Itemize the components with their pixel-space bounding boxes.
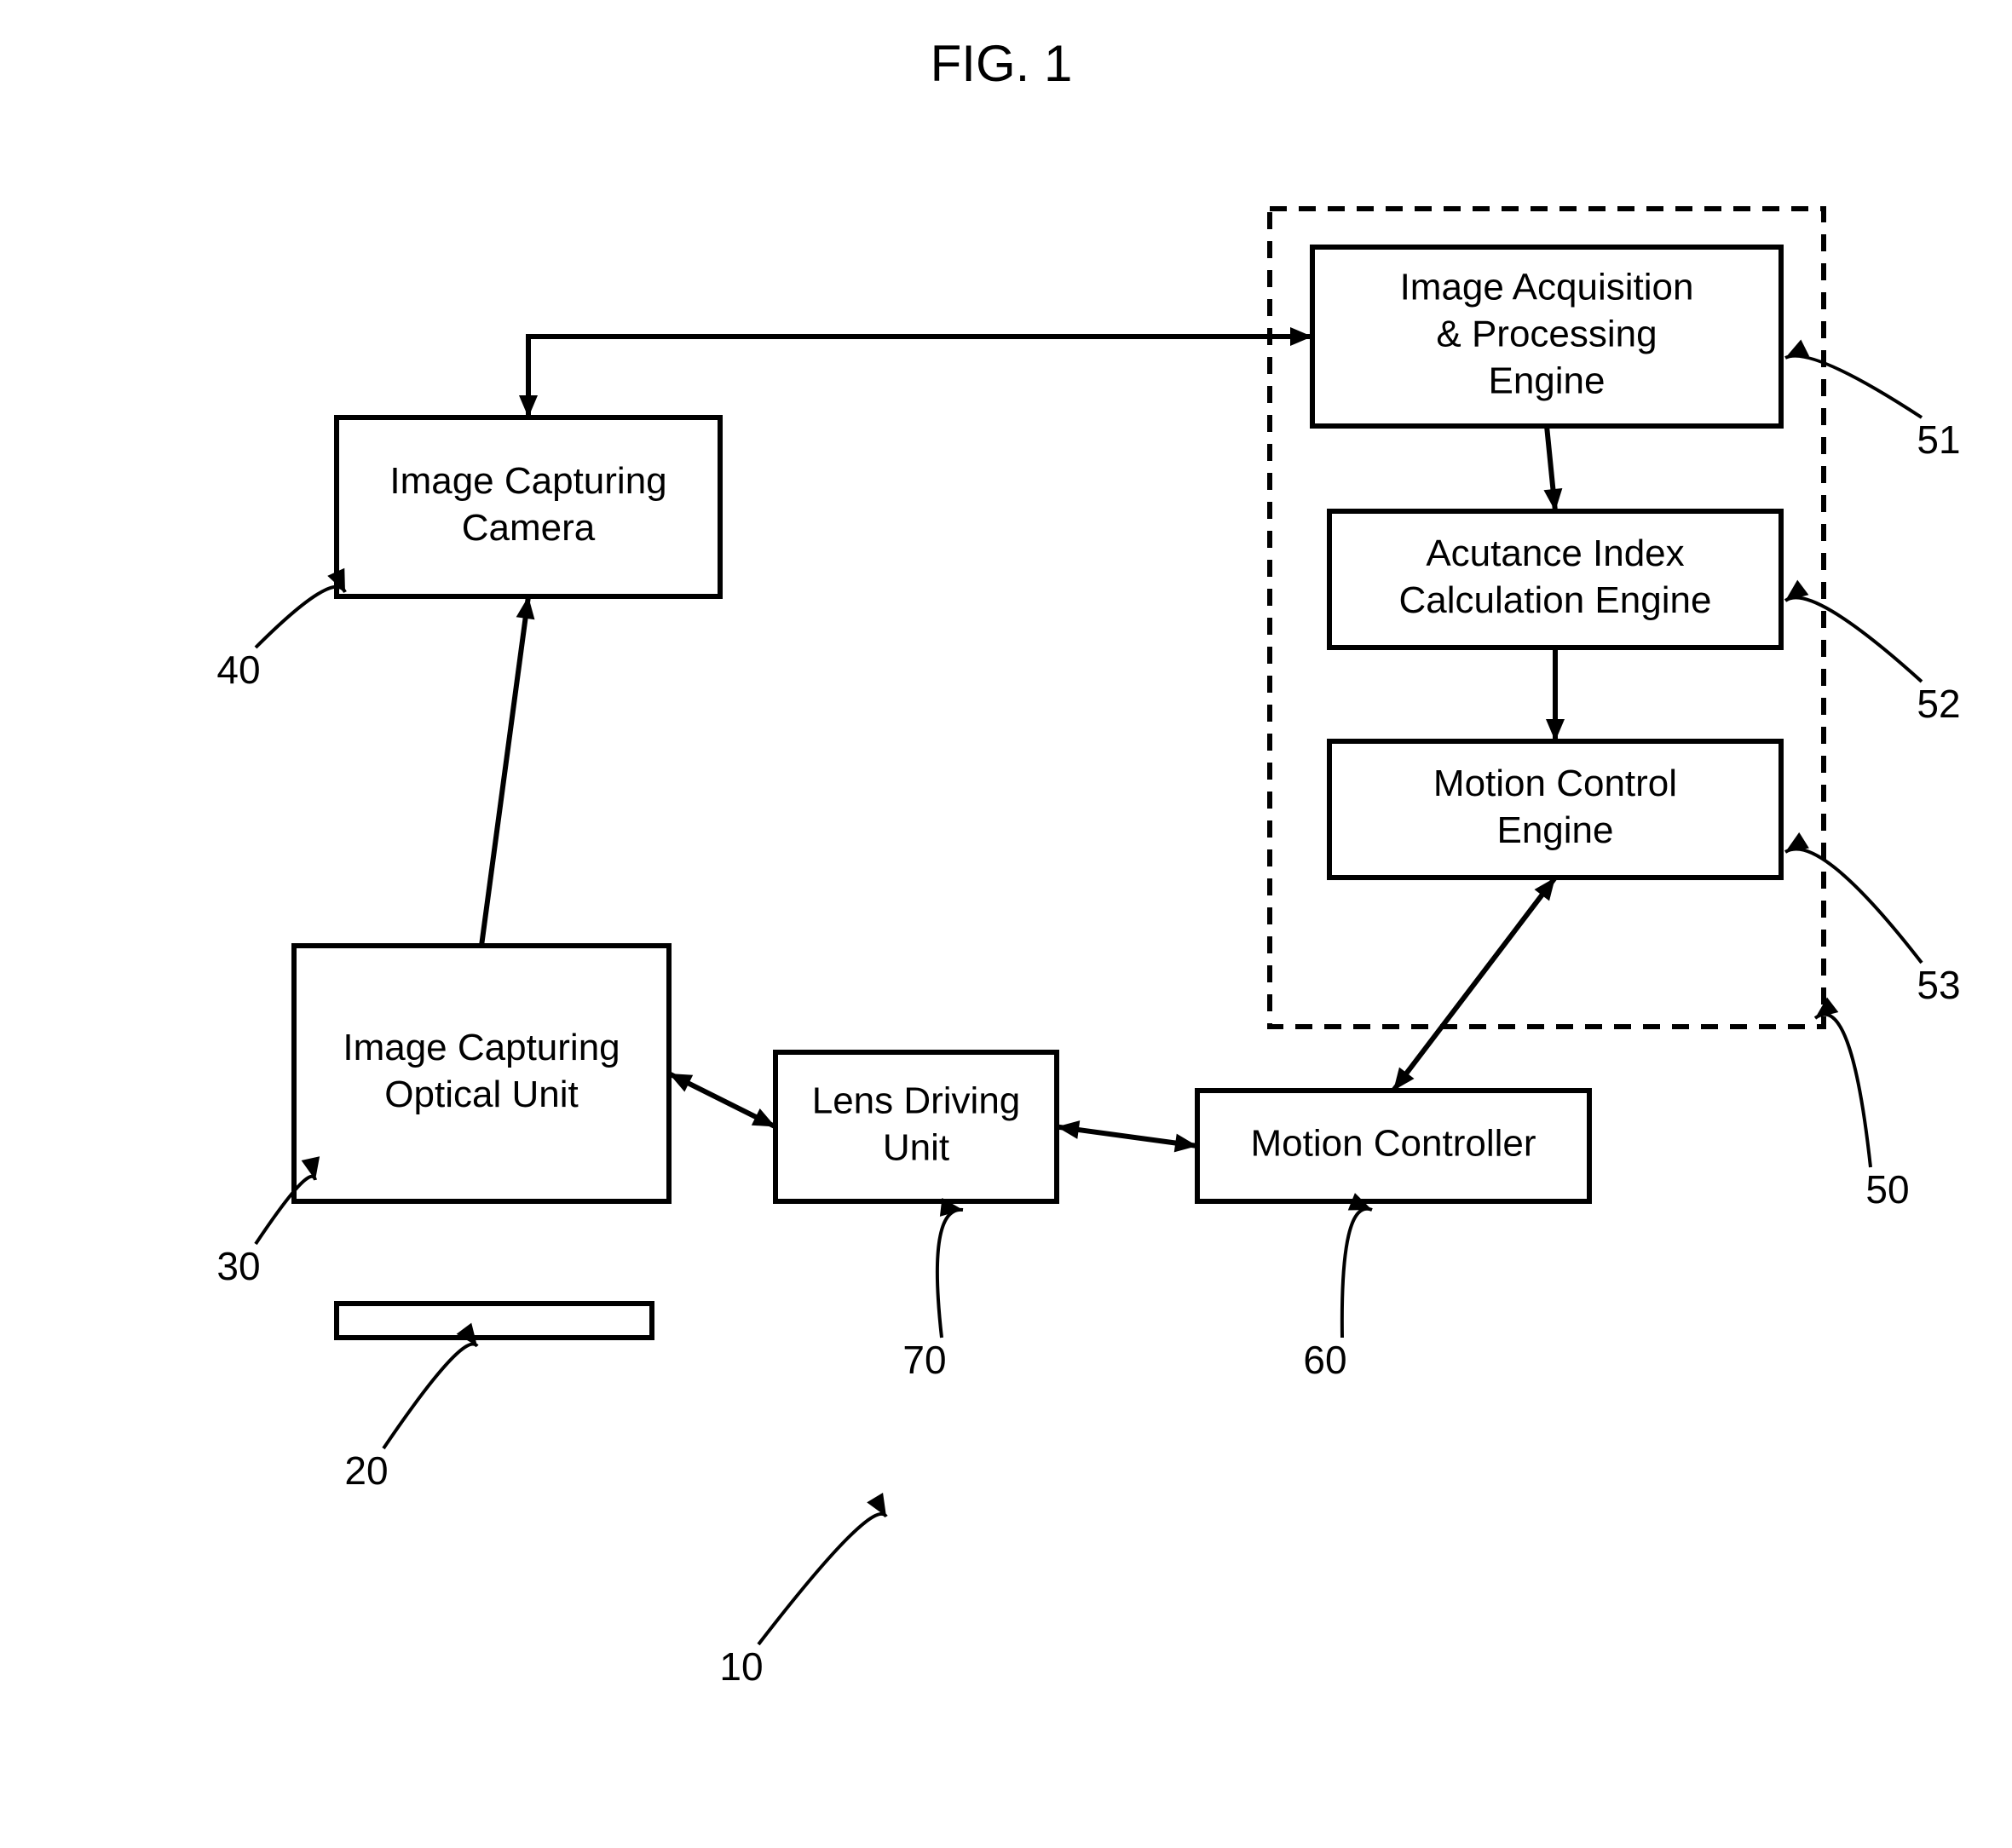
ref-num-53: 53: [1917, 963, 1960, 1007]
connector-camera-acq: [528, 337, 1312, 417]
ref-num-10: 10: [719, 1644, 763, 1689]
box-camera-label-0: Image Capturing: [389, 460, 666, 502]
leader-70: [937, 1210, 963, 1338]
ref-num-70: 70: [902, 1338, 946, 1382]
box-lens-label-1: Unit: [883, 1127, 949, 1169]
box-lens-label-0: Lens Driving: [812, 1080, 1021, 1122]
figure-title: FIG. 1: [931, 35, 1073, 92]
box-camera-label-1: Camera: [462, 507, 596, 549]
leader-10: [758, 1514, 886, 1644]
leader-51: [1785, 356, 1922, 417]
leader-53: [1785, 849, 1922, 963]
ref-num-51: 51: [1917, 417, 1960, 462]
box-sample: [337, 1304, 652, 1338]
box-motion-label-0: Motion Controller: [1250, 1123, 1536, 1165]
ref-num-60: 60: [1303, 1338, 1346, 1382]
ref-num-50: 50: [1865, 1167, 1909, 1212]
leader-52: [1785, 597, 1922, 682]
box-acutance-label-0: Acutance Index: [1426, 533, 1684, 574]
ref-num-40: 40: [216, 648, 260, 692]
ref-num-20: 20: [344, 1448, 388, 1493]
leader-60: [1342, 1209, 1372, 1338]
box-acutance-label-1: Calculation Engine: [1399, 579, 1712, 621]
connector-optical-camera: [481, 596, 528, 946]
box-acq-label-0: Image Acquisition: [1400, 267, 1694, 308]
box-optical-label-1: Optical Unit: [384, 1074, 578, 1115]
ref-num-52: 52: [1917, 682, 1960, 726]
box-acq-label-1: & Processing: [1436, 314, 1657, 355]
leader-20: [383, 1344, 477, 1449]
box-acq-label-2: Engine: [1488, 360, 1605, 402]
box-mce-label-0: Motion Control: [1433, 763, 1677, 804]
box-optical-label-0: Image Capturing: [343, 1027, 620, 1068]
connector-mce-motion: [1393, 878, 1555, 1091]
leader-50: [1815, 1015, 1871, 1167]
ref-num-30: 30: [216, 1244, 260, 1288]
leader-40: [256, 587, 345, 648]
box-mce-label-1: Engine: [1496, 809, 1613, 851]
